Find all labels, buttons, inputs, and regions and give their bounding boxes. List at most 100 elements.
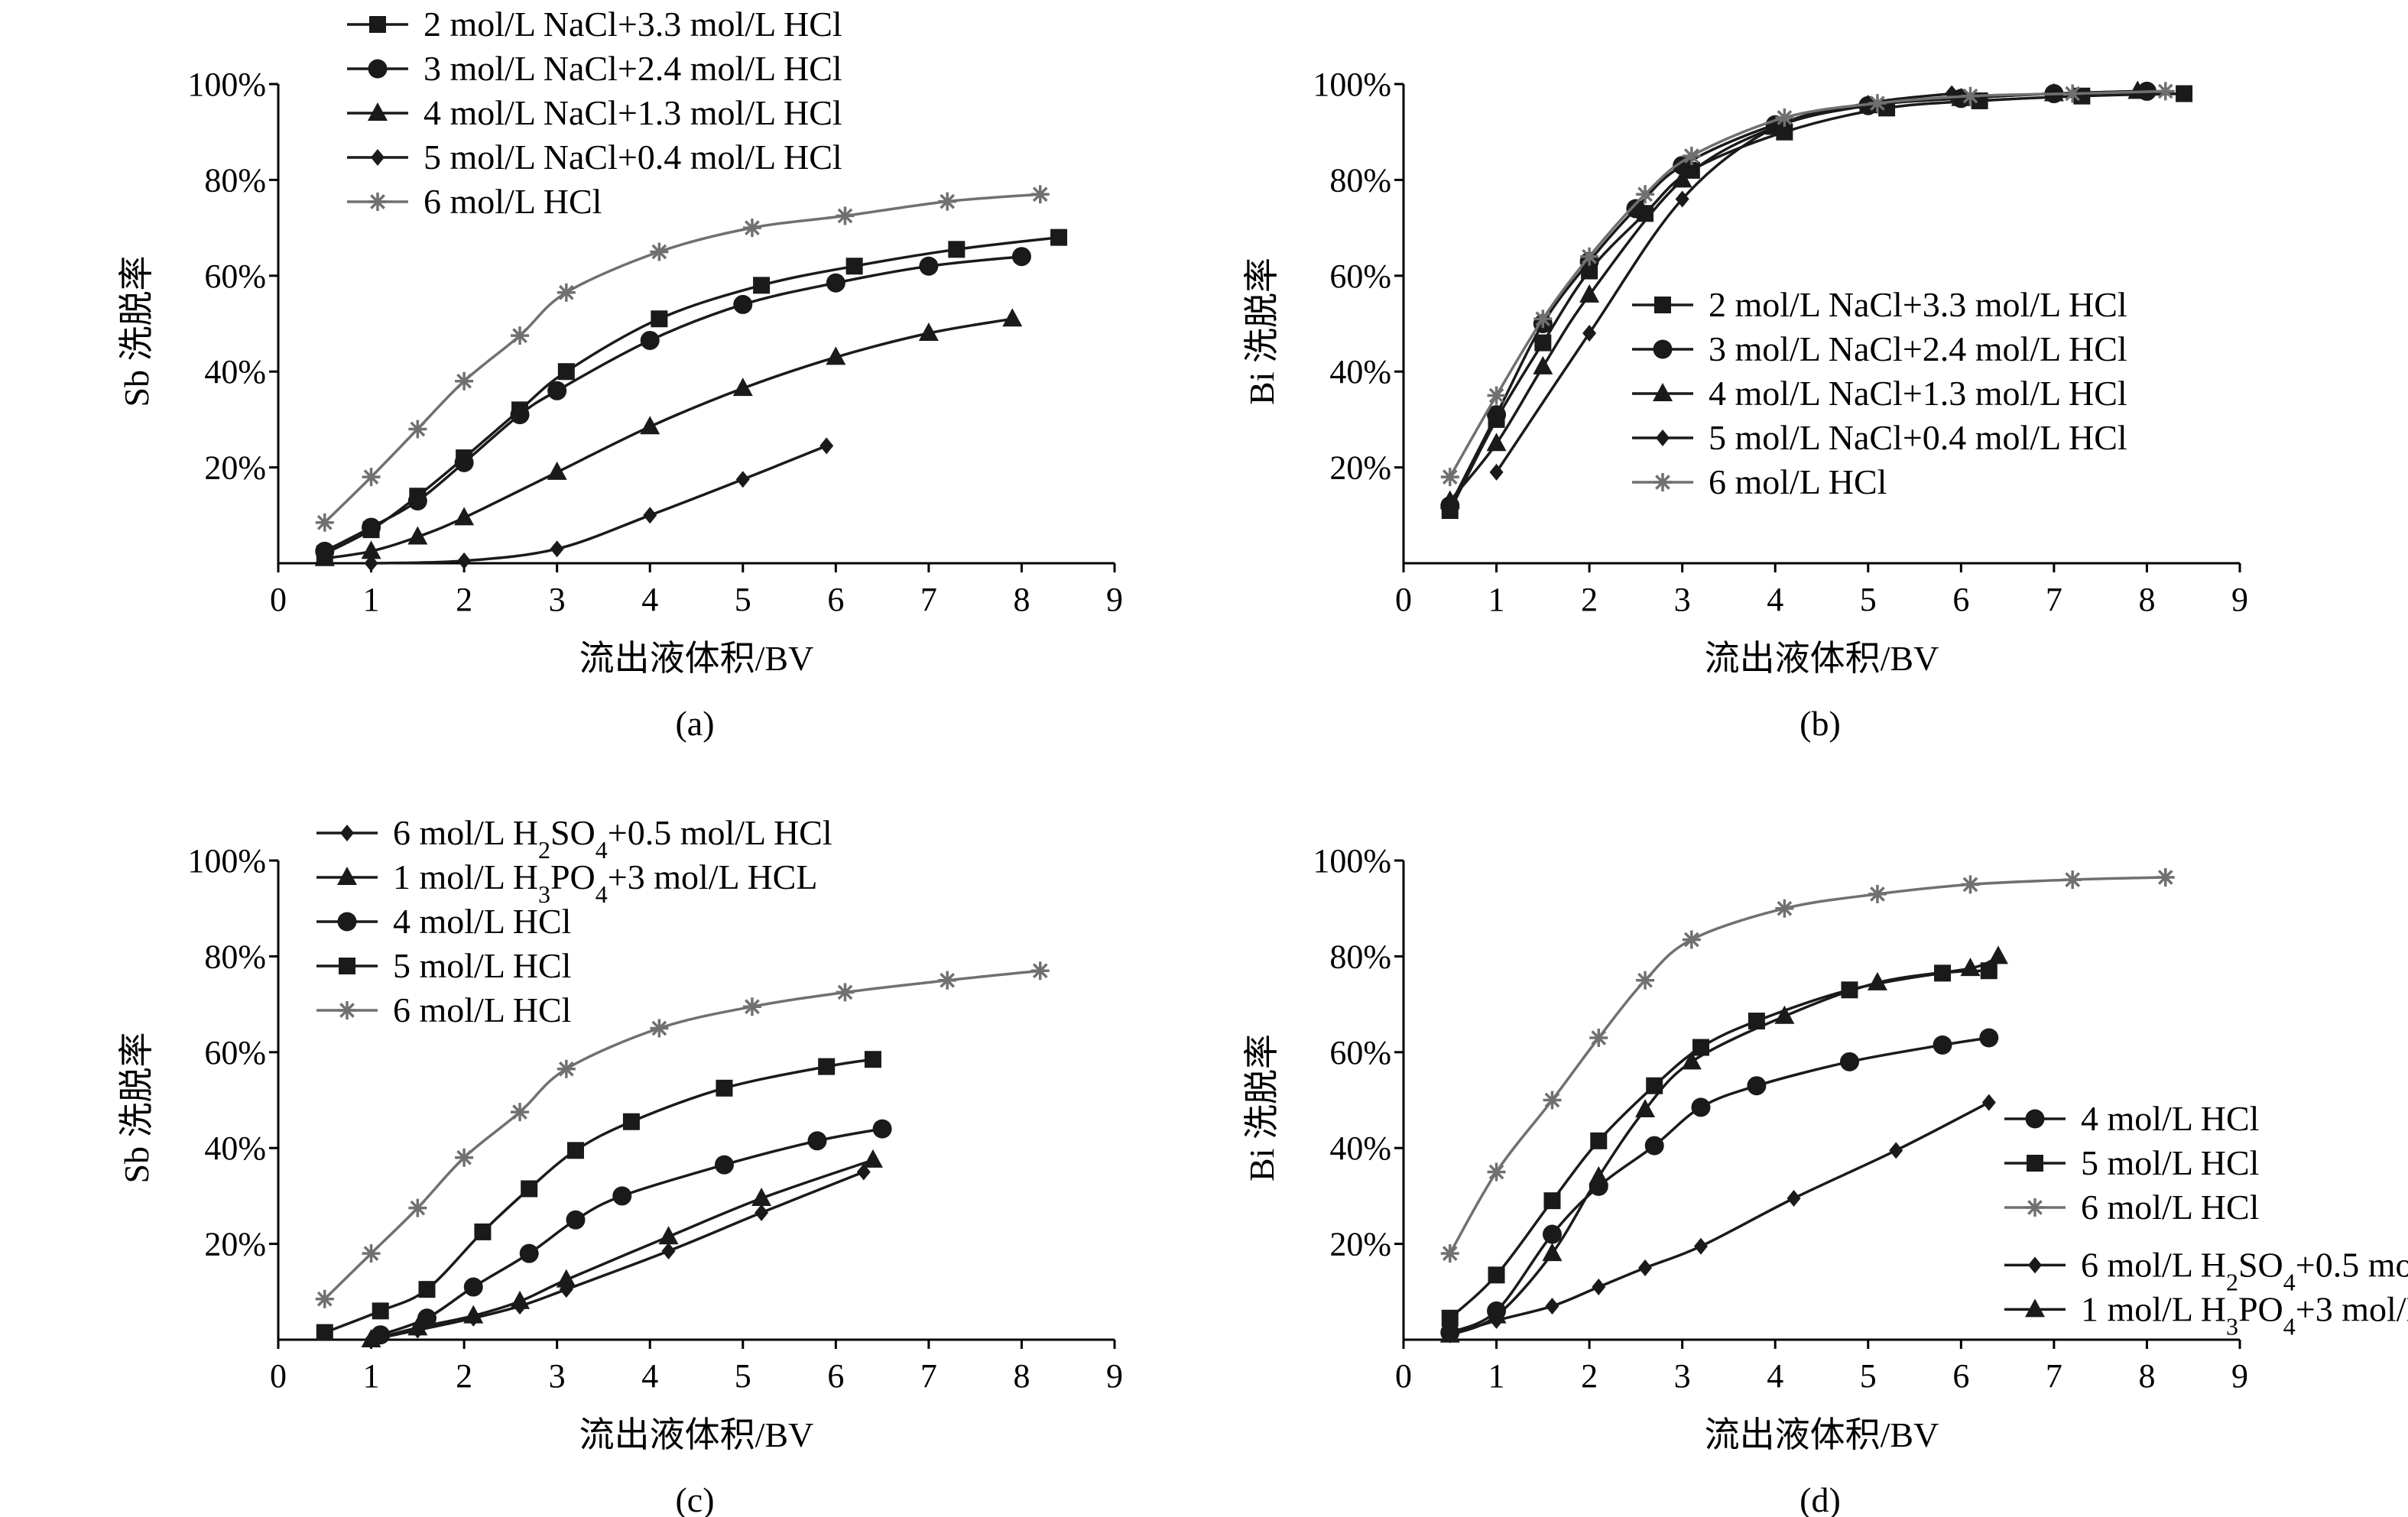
legend-label: 5 mol/L NaCl+0.4 mol/L HCl [1709,418,2127,457]
series-line [1449,89,2166,478]
data-point [640,330,660,350]
data-point [417,1308,436,1328]
y-tick-label: 60% [204,258,266,295]
y-tick-label: 40% [1329,353,1391,391]
data-point [1440,468,1459,487]
chart-b: 0 1 2 3 4 5 6 7 8 9 20% 40% 60% 80% 100% 流出液体积/BV Bi 洗脱率… [1242,66,2248,743]
data-point [557,283,576,302]
legend-label: 3 mol/L NaCl+2.4 mol/L HCl [424,49,842,88]
series-5 [315,185,1050,532]
data-point [566,1210,586,1230]
legend-item: 3 mol/L NaCl+2.4 mol/L HCl [1632,329,2127,368]
series-line [371,444,827,565]
x-tick-label: 0 [1395,581,1412,618]
data-point [566,1142,584,1159]
x-tick-label: 5 [1860,581,1877,618]
x-tick-label: 7 [920,581,937,618]
y-tick-label: 20% [1329,1226,1391,1263]
data-point [547,461,567,480]
data-point [661,1243,676,1260]
data-point [315,1289,334,1308]
data-point [1030,961,1050,981]
data-point [622,1113,640,1130]
panel-caption: (d) [1800,1480,1841,1517]
y-axis-title: Bi 洗脱率 [1242,1034,1281,1182]
legend-item: 2 mol/L NaCl+3.3 mol/L HCl [347,5,842,44]
data-point [455,371,474,391]
data-point [1775,108,1794,127]
data-point [547,381,567,400]
data-point [1868,94,1887,113]
x-tick-label: 1 [1488,581,1505,618]
series-line [380,1127,883,1337]
data-point [364,555,378,572]
data-point [1590,1132,1608,1149]
data-point [818,1058,836,1075]
data-point [753,277,771,294]
data-point [1681,1051,1702,1070]
legend-marker [2025,1109,2045,1129]
series-line [324,317,1013,560]
data-point [1626,199,1646,219]
legend-label: 6 mol/L HCl [1709,462,1887,501]
y-tick-label: 100% [187,66,266,103]
data-point [550,540,564,558]
data-point [1542,1224,1562,1244]
data-point [651,310,668,328]
data-point [1636,971,1655,990]
data-point [836,983,855,1002]
data-point [1787,1190,1801,1207]
series-line [324,1058,874,1334]
x-tick-label: 8 [1013,581,1030,618]
legend-label: 4 mol/L HCl [2081,1099,2259,1138]
data-point [407,526,428,545]
x-tick-label: 3 [1674,581,1691,618]
legend-marker [2025,1298,2045,1318]
legend-item: 4 mol/L NaCl+1.3 mol/L HCl [347,93,842,132]
data-point [361,540,381,559]
legend-marker [371,149,385,166]
data-point [1839,1052,1859,1071]
legend: 4 mol/L HCl 5 mol/L HCl 6 mol/L HCl 6 mol/L… [2004,1099,2408,1340]
legend-label: 6 mol/L HCl [424,182,602,221]
data-point [650,1019,669,1038]
data-point [1439,490,1460,509]
data-point [557,363,575,381]
data-point [735,471,750,488]
x-tick-label: 3 [549,1357,566,1395]
data-point [1582,325,1597,342]
series-1 [316,229,1068,562]
data-point [1775,899,1794,918]
legend-marker [340,825,354,841]
data-point [1543,1091,1562,1110]
data-point [938,192,957,211]
data-point [612,1186,632,1206]
x-tick-label: 1 [363,1357,380,1395]
data-point [716,1079,733,1097]
legend-item: 5 mol/L NaCl+0.4 mol/L HCl [1632,418,2127,457]
legend-label: 4 mol/L HCl [393,902,571,941]
legend-marker [338,1001,356,1019]
data-point [2156,82,2175,101]
legend-item: 4 mol/L HCl [316,902,571,941]
data-point [1988,945,2008,964]
data-point [1545,1298,1559,1315]
data-point [314,547,335,566]
legend-item: 6 mol/L H2SO4+0.5 mol/L HCl [316,813,832,864]
legend-marker [368,59,388,79]
x-tick-label: 2 [456,581,472,618]
data-point [1589,1028,1608,1047]
data-point [1868,884,1887,903]
x-tick-label: 4 [1767,1357,1783,1395]
legend-marker [2026,1198,2044,1217]
legend-item: 1 mol/L H3PO4+3 mol/L HCL [2004,1289,2408,1340]
data-point [1960,958,1981,977]
series-3 [1440,867,2175,1263]
legend-label: 1 mol/L H3PO4+3 mol/L HCL [2081,1289,2408,1340]
data-point [454,452,474,472]
series-line [1449,1101,1990,1337]
data-point [315,513,334,532]
data-point [1961,875,1980,894]
legend-item: 5 mol/L NaCl+0.4 mol/L HCl [347,138,842,177]
legend-label: 3 mol/L NaCl+2.4 mol/L HCl [1709,329,2127,368]
